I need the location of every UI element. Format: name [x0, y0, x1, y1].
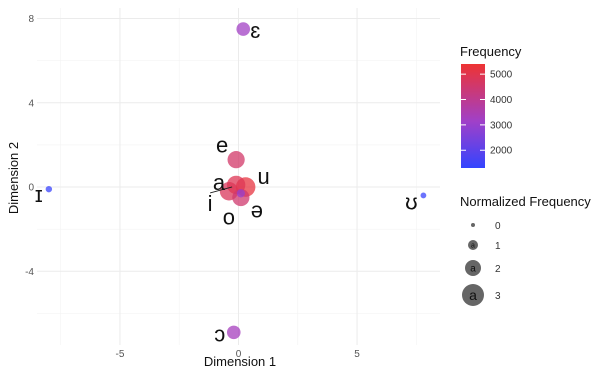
size-legend-glyph: a	[470, 264, 476, 275]
color-legend-ticks: 2000 3000 4000 5000	[461, 70, 513, 157]
point-label-ə: ə	[251, 197, 263, 222]
points-layer	[45, 22, 427, 340]
point-ə	[236, 189, 245, 198]
x-tick-label: -5	[116, 349, 125, 360]
size-legend-label: 0	[495, 221, 501, 232]
point-ɪ	[45, 185, 53, 193]
color-legend-label: 4000	[490, 95, 513, 106]
labels-layer: ɛ ea u io ə ɔ ɪ ʊ	[35, 18, 418, 346]
size-legend-key	[468, 240, 478, 250]
point-label-ɔ: ɔ	[214, 321, 225, 346]
point-label-u: u	[257, 164, 269, 189]
point-label-ɪ: ɪ	[35, 182, 43, 207]
y-axis-title: Dimension 2	[6, 142, 21, 214]
point-ʊ	[420, 192, 427, 199]
size-legend-label: 3	[495, 291, 501, 302]
color-legend: Frequency 2000 3000 4000 5000	[460, 44, 522, 168]
size-legend-key	[462, 284, 484, 306]
y-tick-label: 0	[28, 183, 34, 194]
x-axis-title: Dimension 1	[204, 354, 276, 369]
size-legend-label: 1	[495, 241, 501, 252]
x-tick-label: 5	[354, 349, 360, 360]
y-tick-label: 4	[28, 98, 34, 109]
point-o	[232, 188, 250, 207]
label-connector-i	[209, 186, 233, 194]
size-legend-title: Normalized Frequency	[460, 194, 591, 209]
color-legend-label: 2000	[490, 146, 513, 157]
size-legend-key	[471, 223, 475, 227]
point-label-ɛ: ɛ	[250, 18, 260, 43]
size-legend-key	[465, 260, 481, 276]
point-label-a: a	[213, 170, 226, 195]
color-legend-title: Frequency	[460, 44, 522, 59]
size-legend-glyph: a	[469, 287, 477, 303]
x-tick-label: 0	[236, 349, 242, 360]
y-tick-label: 8	[28, 14, 34, 25]
size-legend-items: 0 a 1 a 2 a 3	[462, 221, 501, 306]
point-label-o: o	[223, 205, 235, 230]
point-label-i: i	[208, 191, 213, 216]
point-label-ʊ: ʊ	[405, 189, 418, 214]
point-ɛ	[236, 22, 251, 36]
y-tick-label: -4	[25, 267, 34, 278]
size-legend-glyph: a	[471, 242, 475, 249]
point-e	[227, 151, 245, 169]
axes-layer: -5 0 5 -4 0 4 8	[25, 14, 360, 360]
color-legend-label: 3000	[490, 120, 513, 131]
point-ɔ	[226, 325, 241, 340]
size-legend-label: 2	[495, 264, 501, 275]
point-label-e: e	[216, 133, 228, 158]
color-legend-bar	[461, 64, 485, 168]
color-legend-label: 5000	[490, 70, 513, 81]
size-legend: Normalized Frequency 0 a 1 a 2 a 3	[460, 194, 591, 306]
